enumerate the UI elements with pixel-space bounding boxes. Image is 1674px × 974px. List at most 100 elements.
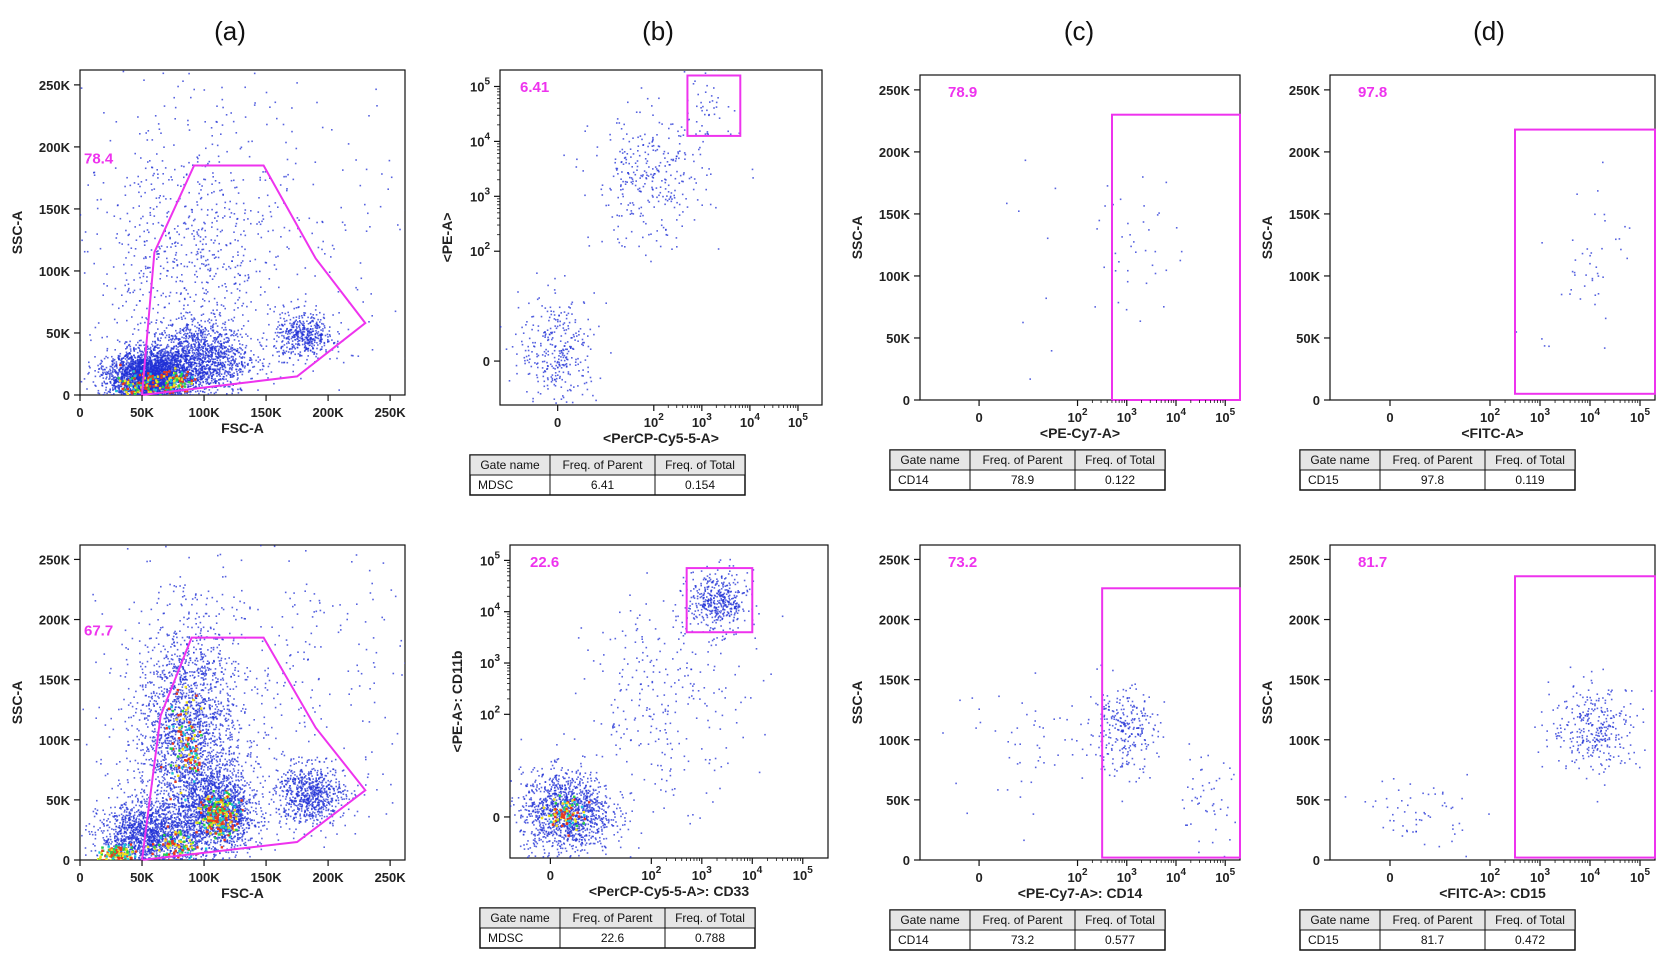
event-point [159,409,161,411]
event-point [170,371,172,373]
event-point [241,344,244,346]
event-point [260,345,263,347]
event-point [125,374,127,377]
event-point [179,328,182,330]
event-point [172,367,174,370]
event-point [113,365,116,368]
event-point [208,318,210,320]
event-point [309,338,311,340]
event-point [191,352,194,354]
event-point [273,382,275,385]
event-point [111,373,113,376]
event-point [227,349,230,351]
event-point [194,339,196,341]
event-point [172,337,174,339]
event-point [121,374,123,377]
event-point [165,393,168,395]
event-point [215,350,218,352]
event-point [189,362,192,364]
event-point [114,388,117,390]
event-point [188,379,190,382]
event-point [189,403,191,405]
event-point [169,368,171,370]
event-point [238,362,241,365]
event-point [232,384,234,386]
event-point [297,333,299,336]
event-point [182,315,185,317]
event-point [112,378,114,380]
event-point [286,327,288,330]
event-point [214,345,216,348]
event-point [201,338,203,341]
event-point [145,361,148,364]
event-point [172,356,175,358]
event-point [218,379,220,381]
event-point [146,354,148,356]
event-point [201,354,203,356]
event-point [159,379,162,381]
event-point [106,349,108,352]
event-point [151,351,153,353]
event-point [115,381,117,383]
event-point [204,330,206,333]
event-point [103,368,106,371]
event-point [183,408,185,410]
event-point [166,385,169,388]
event-point [168,339,170,342]
event-point [159,247,161,250]
event-point [114,381,116,383]
event-point [219,372,221,374]
event-point [115,376,118,379]
event-point [152,345,154,347]
event-point [224,385,227,388]
event-point [165,365,167,367]
event-point [114,349,116,351]
event-point [153,397,155,399]
event-point [218,342,221,345]
event-point [297,359,300,361]
event-point [311,316,313,318]
event-point [120,392,123,395]
event-point [149,348,152,350]
event-point [190,251,193,254]
event-point [170,403,172,405]
event-point [153,358,156,361]
event-point [224,371,226,374]
event-point [151,372,154,375]
event-point [139,372,141,375]
event-point [171,352,173,355]
event-point [131,400,133,402]
event-point [281,323,283,326]
event-point [167,398,169,400]
event-point [117,391,120,393]
event-point [182,351,185,354]
event-point [230,374,232,377]
event-point [115,237,118,239]
event-point [214,332,216,334]
event-point [213,362,216,365]
event-point [325,349,327,351]
event-point [181,318,183,320]
event-point [192,357,195,359]
event-point [302,339,304,342]
event-point [112,387,114,389]
event-point [136,378,139,381]
event-point [231,359,234,361]
event-point [141,371,143,374]
event-point [249,369,251,372]
event-point [184,352,187,355]
event-point [139,358,142,360]
event-point [208,160,211,163]
event-point [139,375,141,378]
event-point [156,365,159,367]
event-point [188,365,190,367]
event-point [151,396,153,398]
event-point [170,176,172,178]
event-point [244,352,247,354]
event-point [219,346,222,349]
event-point [190,363,193,366]
event-point [126,368,129,371]
event-point [212,372,214,374]
event-point [189,376,192,378]
event-point [239,346,241,349]
